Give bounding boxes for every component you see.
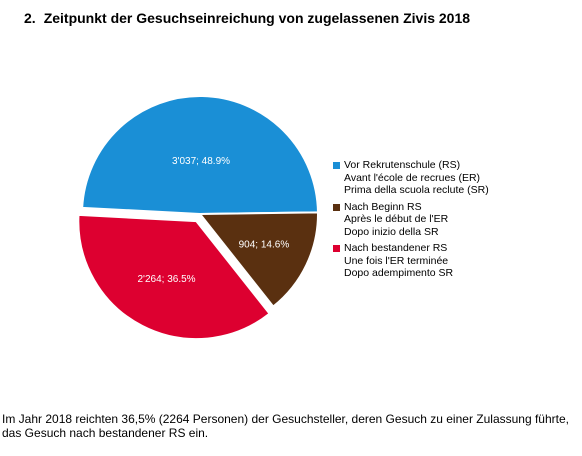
page-heading: 2. Zeitpunkt der Gesuchseinreichung von z…: [24, 10, 470, 26]
legend-item-before-rs: Vor Rekrutenschule (RS) Avant l'école de…: [333, 159, 489, 197]
heading-number: 2.: [24, 10, 36, 26]
legend-label: Après le début de l'ER: [344, 213, 449, 225]
legend-swatch-before-rs: [333, 162, 340, 169]
legend-label: Avant l'école de recrues (ER): [344, 171, 481, 184]
pie-label-after-rs-start: 904; 14.6%: [239, 239, 290, 250]
legend-label: Vor Rekrutenschule (RS): [344, 159, 461, 171]
legend-label: Dopo adempimento SR: [344, 267, 454, 279]
pie-label-after-rs-completed: 2'264; 36.5%: [137, 274, 195, 285]
legend-label: Nach Beginn RS: [344, 200, 422, 213]
legend-label: Une fois l'ER terminée: [344, 254, 449, 267]
legend-item-after-rs-start: Nach Beginn RS Après le début de l'ER Do…: [333, 201, 489, 239]
legend-label: Dopo inizio della SR: [344, 225, 439, 238]
legend-label: Nach bestandener RS: [344, 242, 448, 254]
heading-title: Zeitpunkt der Gesuchseinreichung von zug…: [43, 10, 471, 26]
pie-slice-before-rs: [81, 95, 320, 216]
pie-slice-after-rs-completed: [77, 213, 271, 341]
pie-slice-after-rs-start: [197, 211, 319, 308]
footer-text: Im Jahr 2018 reichten 36,5% (2264 Person…: [2, 412, 569, 440]
legend-swatch-after-rs-completed: [333, 245, 340, 252]
legend-item-after-rs-completed: Nach bestandener RS Une fois l'ER termin…: [333, 242, 489, 280]
legend-label: Prima della scuola reclute (SR): [344, 184, 489, 196]
chart-legend: Vor Rekrutenschule (RS) Avant l'école de…: [333, 159, 489, 284]
legend-swatch-after-rs-start: [333, 203, 340, 211]
pie-label-before-rs: 3'037; 48.9%: [172, 156, 230, 167]
